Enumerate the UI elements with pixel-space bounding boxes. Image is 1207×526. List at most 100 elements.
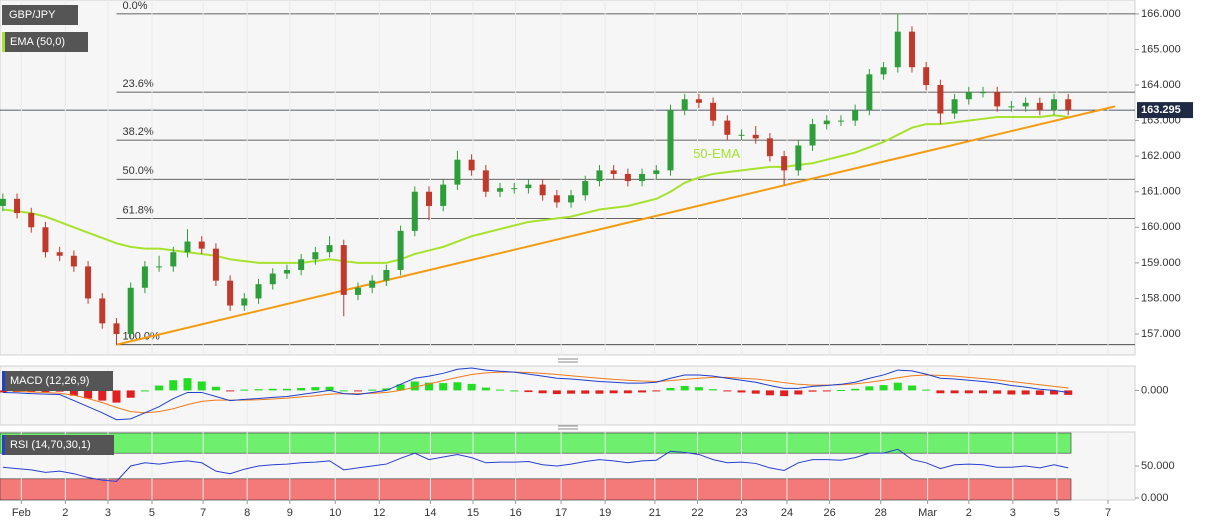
histogram-bar (183, 378, 192, 391)
legend-swatch (2, 371, 5, 391)
fib-label: 0.0% (122, 0, 147, 12)
fib-label: 23.6% (122, 78, 153, 90)
histogram-bar (0, 390, 7, 393)
legend-box (2, 32, 88, 52)
y-tick-label: 160.000 (1141, 221, 1181, 233)
histogram-bar (851, 388, 860, 391)
histogram-bar (552, 390, 561, 395)
indicator-label: EMA (50,0) (10, 36, 65, 48)
candle-body (781, 156, 788, 171)
y-tick-label: 162.000 (1141, 150, 1181, 162)
histogram-bar (55, 390, 64, 392)
candle-body (397, 230, 404, 270)
candle-body (298, 259, 305, 270)
candle-body (383, 269, 390, 281)
x-tick-label: 5 (149, 507, 155, 519)
candle-body (141, 266, 148, 288)
histogram-bar (765, 390, 774, 396)
histogram-bar (112, 390, 121, 403)
histogram-bar (1021, 390, 1030, 395)
candle-body (923, 67, 930, 86)
y-tick-label: 166.000 (1141, 8, 1181, 20)
histogram-bar (780, 390, 789, 397)
x-tick-label: 21 (649, 507, 661, 519)
candle-body (880, 67, 887, 75)
candle-body (951, 99, 958, 114)
histogram-bar (865, 386, 874, 391)
candle-body (56, 252, 63, 256)
x-tick-label: 2 (62, 507, 68, 519)
x-tick-label: 23 (735, 507, 747, 519)
x-tick-label: 3 (105, 507, 111, 519)
candle-body (1022, 102, 1029, 107)
candle-body (1051, 99, 1058, 110)
symbol-label: GBP/JPY (9, 9, 56, 21)
histogram-bar (808, 390, 817, 392)
legend: GBP/JPY EMA (50,0) MACD (12,26,9) RSI (1… (2, 5, 114, 455)
histogram-bar (339, 390, 348, 392)
candle-body (610, 170, 617, 174)
histogram-bar (567, 390, 576, 394)
histogram-bar (268, 388, 277, 391)
overbought-band (0, 432, 1072, 454)
histogram-bar (282, 388, 291, 391)
legend-box (2, 371, 113, 391)
fib-label: 61.8% (122, 204, 153, 216)
candle-body (823, 120, 830, 125)
histogram-bar (879, 385, 888, 391)
histogram-bar (439, 383, 448, 391)
histogram-bar (623, 390, 632, 394)
x-tick-label: 14 (424, 507, 436, 519)
x-tick-label: 15 (467, 507, 479, 519)
candle-body (695, 99, 702, 103)
x-tick-label: 22 (691, 507, 703, 519)
histogram-bar (1064, 390, 1073, 395)
candle-body (866, 74, 873, 110)
y-tick-label: 50.000 (1141, 460, 1175, 472)
x-tick-label: 19 (599, 507, 611, 519)
histogram-bar (922, 389, 931, 391)
y-tick-label: 159.000 (1141, 257, 1181, 269)
histogram-bar (680, 385, 689, 391)
candle-body (1065, 99, 1072, 110)
histogram-bar (822, 390, 831, 392)
histogram-bar (907, 385, 916, 391)
candle-body (283, 269, 290, 274)
candle-body (497, 188, 504, 192)
candle-body (340, 245, 347, 295)
macd-panel (0, 365, 1136, 426)
candle-body (582, 181, 589, 196)
rsi-label: RSI (14,70,30,1) (10, 439, 91, 451)
histogram-bar (666, 387, 675, 391)
histogram-bar (297, 387, 306, 391)
histogram-bar (723, 390, 732, 392)
candle-body (766, 138, 773, 157)
candle-body (795, 145, 802, 171)
ema-annotation: 50-EMA (693, 146, 740, 161)
histogram-bar (936, 390, 945, 394)
candle-body (525, 184, 532, 189)
histogram-bar (27, 390, 36, 393)
histogram-bar (638, 390, 647, 393)
histogram-bar (538, 390, 547, 394)
candle-body (354, 287, 361, 295)
y-tick-label: 161.000 (1141, 186, 1181, 198)
histogram-bar (652, 390, 661, 392)
panel-divider[interactable] (558, 358, 578, 363)
histogram-bar (126, 390, 135, 398)
panel-divider[interactable] (558, 425, 578, 430)
candle-body (127, 287, 134, 335)
y-tick-label: 157.000 (1141, 328, 1181, 340)
histogram-bar (581, 390, 590, 394)
candle-body (454, 159, 461, 185)
candle-body (156, 266, 163, 268)
histogram-bar (1007, 390, 1016, 395)
candle-body (710, 102, 717, 121)
histogram-bar (751, 390, 760, 394)
x-tick-label: 28 (875, 507, 887, 519)
histogram-bar (424, 382, 433, 391)
histogram-bar (311, 387, 320, 391)
candle-body (894, 31, 901, 68)
histogram-bar (510, 390, 519, 392)
histogram-bar (226, 390, 235, 392)
